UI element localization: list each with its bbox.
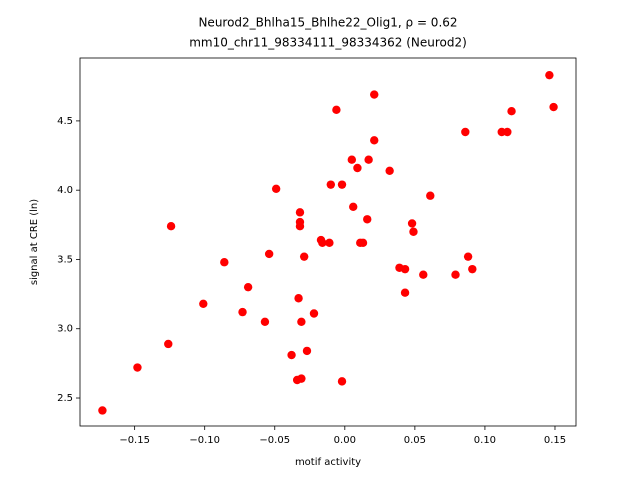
y-tick-label: 4.0 — [57, 185, 73, 196]
point — [264, 249, 274, 259]
point — [166, 222, 176, 231]
point — [297, 374, 306, 383]
point — [463, 252, 473, 261]
point — [220, 258, 229, 267]
point — [370, 90, 379, 99]
point — [302, 346, 312, 356]
point — [419, 270, 428, 279]
point — [271, 184, 281, 193]
point — [468, 264, 477, 274]
y-tick-label: 2.5 — [57, 393, 73, 404]
point — [133, 363, 142, 372]
point — [98, 406, 107, 415]
x-tick-label: 0.05 — [404, 435, 426, 446]
y-tick-label: 4.5 — [57, 116, 73, 127]
point — [337, 377, 347, 386]
point — [347, 155, 357, 164]
point — [503, 127, 512, 137]
y-tick-label: 3.0 — [57, 324, 73, 335]
point — [409, 227, 418, 236]
point — [400, 288, 410, 297]
point — [426, 191, 435, 200]
point — [370, 136, 379, 145]
x-tick-label: 0.10 — [474, 435, 496, 446]
point — [309, 309, 319, 318]
point — [326, 180, 336, 189]
point — [358, 238, 368, 248]
point — [295, 208, 305, 217]
point — [549, 102, 558, 112]
point — [332, 105, 341, 115]
point — [299, 252, 309, 261]
point — [349, 202, 358, 212]
point — [385, 166, 394, 175]
plot-frame — [79, 57, 577, 427]
point — [325, 238, 334, 248]
point — [260, 317, 270, 327]
point — [295, 222, 305, 231]
x-tick-label: −0.05 — [259, 435, 290, 446]
x-tick-label: 0.00 — [334, 435, 356, 446]
y-axis-label: signal at CRE (ln) — [29, 199, 40, 285]
point — [287, 350, 296, 360]
point — [238, 307, 247, 317]
x-axis-label: motif activity — [295, 457, 361, 468]
point — [294, 294, 303, 303]
x-tick-label: −0.15 — [119, 435, 150, 446]
point — [297, 317, 306, 327]
point — [545, 70, 554, 80]
point — [451, 270, 460, 279]
chart-subtitle: mm10_chr11_98334111_98334362 (Neurod2) — [189, 36, 467, 50]
x-tick-label: 0.15 — [544, 435, 566, 446]
point — [407, 219, 417, 228]
y-tick-label: 3.5 — [57, 254, 73, 265]
point — [337, 180, 347, 189]
point — [243, 282, 253, 292]
point — [461, 127, 470, 137]
point — [364, 155, 373, 164]
point — [363, 215, 372, 224]
point — [353, 163, 362, 173]
point — [318, 238, 327, 248]
x-tick-label: −0.10 — [189, 435, 220, 446]
chart-title: Neurod2_Bhlha15_Bhlhe22_Olig1, ρ = 0.62 — [198, 16, 457, 30]
point — [164, 339, 173, 349]
point — [199, 299, 208, 308]
point — [507, 107, 516, 116]
point — [400, 264, 410, 274]
